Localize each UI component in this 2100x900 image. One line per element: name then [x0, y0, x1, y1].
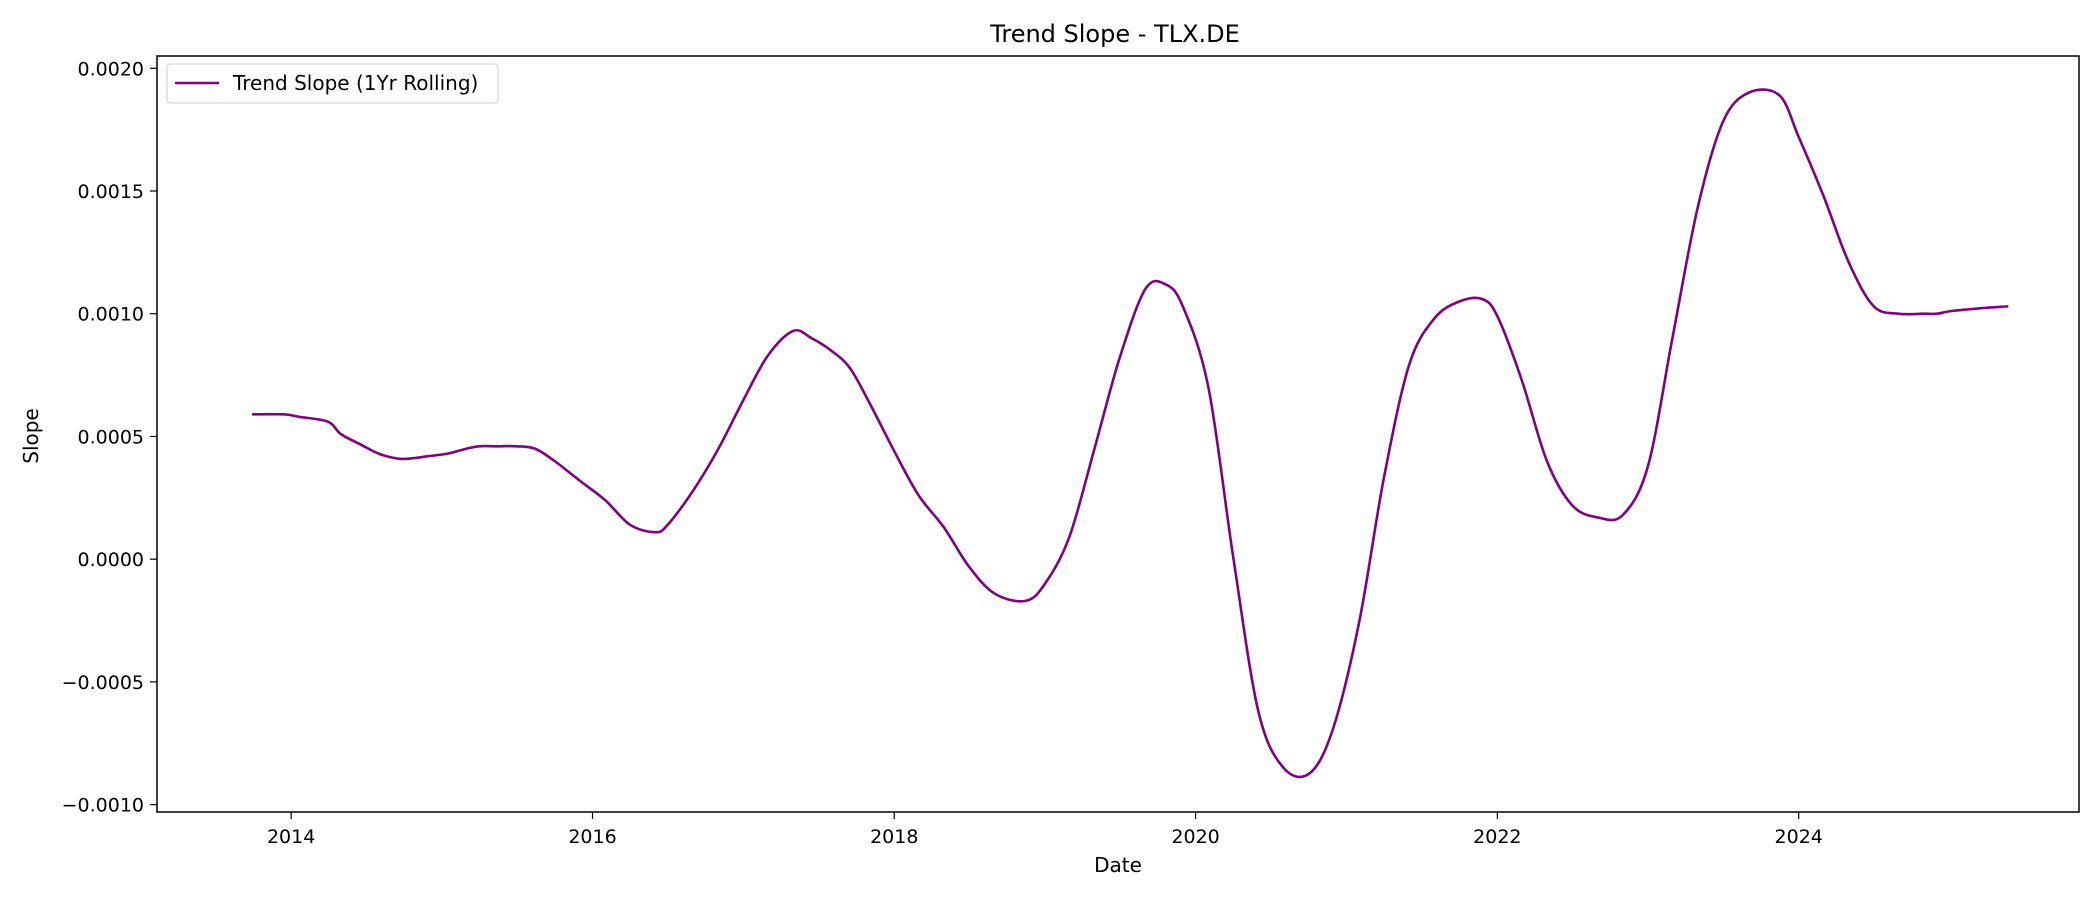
y-tick-label: −0.0005: [62, 672, 144, 694]
legend: Trend Slope (1Yr Rolling): [166, 63, 499, 104]
series-line-0: [251, 88, 2009, 779]
y-tick-label: 0.0010: [78, 304, 144, 326]
legend-label: Trend Slope (1Yr Rolling): [232, 71, 478, 95]
x-tick-label: 2018: [870, 826, 918, 848]
x-tick-label: 2024: [1775, 826, 1823, 848]
x-tick-label: 2020: [1171, 826, 1219, 848]
y-axis-label: Slope: [19, 408, 43, 464]
plot-area: 2014 2016 2018 2020 2022 2024 −0.0010 −0.0005 0…: [62, 55, 2080, 848]
series-layer: [251, 88, 2009, 779]
legend-frame: [166, 63, 499, 104]
x-tick-label: 2022: [1473, 826, 1521, 848]
y-axis: −0.0010 −0.0005 0.0000 0.0005 0.0010 0.0015 0.…: [62, 58, 157, 817]
y-tick-label: 0.0020: [78, 58, 144, 80]
y-tick-label: 0.0015: [78, 181, 144, 203]
x-tick-label: 2014: [267, 826, 315, 848]
x-tick-label: 2016: [568, 826, 616, 848]
y-tick-label: 0.0000: [78, 549, 144, 571]
plot-frame: [156, 55, 2080, 813]
chart-title: Trend Slope - TLX.DE: [989, 20, 1240, 48]
y-tick-label: −0.0010: [62, 795, 144, 817]
x-axis-label: Date: [1094, 853, 1142, 877]
y-tick-label: 0.0005: [78, 426, 144, 448]
x-axis: 2014 2016 2018 2020 2022 2024: [267, 812, 1823, 848]
